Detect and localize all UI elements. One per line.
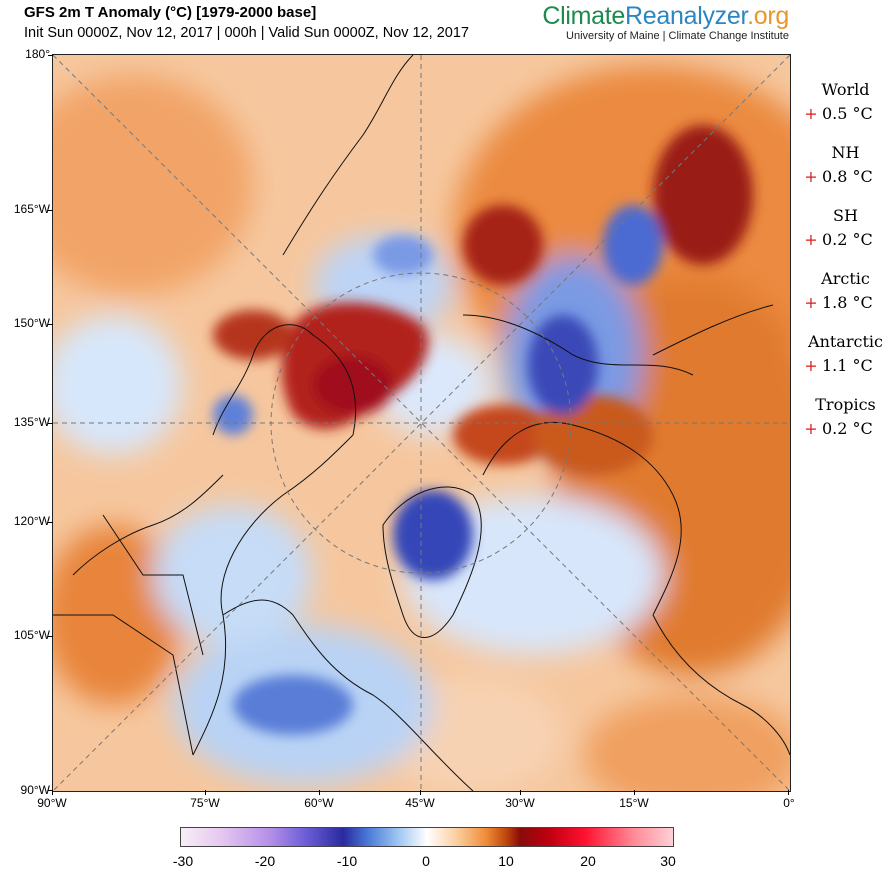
stat-value: 0.5 °C xyxy=(822,104,873,123)
map-title: GFS 2m T Anomaly (°C) [1979-2000 base] xyxy=(24,4,317,21)
brand-part-reanalyzer: Reanalyzer xyxy=(625,2,748,30)
stat-sh: SH +0.2 °C xyxy=(800,206,885,269)
stat-sign: + xyxy=(804,419,818,438)
stat-value: 1.8 °C xyxy=(822,293,873,312)
lat-label-180: 180° xyxy=(25,47,50,61)
lon-label-45w: 45°W xyxy=(405,796,435,810)
brand-logo: ClimateReanalyzer.org xyxy=(542,2,789,31)
stat-row: +1.1 °C xyxy=(800,356,885,375)
map-subtitle: Init Sun 0000Z, Nov 12, 2017 | 000h | Va… xyxy=(24,25,469,41)
lat-label-120w: 120°W xyxy=(13,514,50,528)
colorbar-tick-label: -30 xyxy=(172,853,194,869)
colorbar-tick-label: 20 xyxy=(580,853,596,869)
lat-label-135w: 135°W xyxy=(13,415,50,429)
lat-label-105w: 105°W xyxy=(13,628,50,642)
stat-value: 1.1 °C xyxy=(822,356,873,375)
stat-sign: + xyxy=(804,293,818,312)
lon-label-75w: 75°W xyxy=(190,796,220,810)
lon-label-15w: 15°W xyxy=(619,796,649,810)
region-stats: World +0.5 °C NH +0.8 °C SH +0.2 °C Arct… xyxy=(800,80,885,458)
lat-tick xyxy=(48,324,53,325)
stat-row: +0.8 °C xyxy=(800,167,885,186)
colorbar xyxy=(180,827,674,847)
stat-sign: + xyxy=(804,104,818,123)
stat-row: +1.8 °C xyxy=(800,293,885,312)
stat-row: +0.2 °C xyxy=(800,230,885,249)
brand-part-org: .org xyxy=(747,2,789,30)
stat-name: Arctic xyxy=(821,269,870,288)
lat-tick xyxy=(48,210,53,211)
stat-tropics: Tropics +0.2 °C xyxy=(800,395,885,458)
anomaly-map-graphic xyxy=(53,55,790,791)
lon-tick xyxy=(520,790,521,795)
stat-value: 0.2 °C xyxy=(822,419,873,438)
colorbar-tick-label: 10 xyxy=(498,853,514,869)
lon-label-60w: 60°W xyxy=(304,796,334,810)
lon-tick xyxy=(788,790,789,795)
lat-tick xyxy=(48,423,53,424)
lon-label-0: 0° xyxy=(783,796,795,810)
lon-tick xyxy=(205,790,206,795)
stat-world: World +0.5 °C xyxy=(800,80,885,143)
stat-sign: + xyxy=(804,230,818,249)
stat-row: +0.2 °C xyxy=(800,419,885,438)
lat-tick xyxy=(48,522,53,523)
lat-label-165w: 165°W xyxy=(13,202,50,216)
lon-label-90w: 90°W xyxy=(37,796,67,810)
lon-tick xyxy=(634,790,635,795)
stat-name: Tropics xyxy=(815,395,876,414)
lon-tick xyxy=(420,790,421,795)
lat-label-90w: 90°W xyxy=(20,783,50,797)
lat-tick xyxy=(48,55,53,56)
stat-antarctic: Antarctic +1.1 °C xyxy=(800,332,885,395)
lon-label-30w: 30°W xyxy=(505,796,535,810)
stat-value: 0.8 °C xyxy=(822,167,873,186)
lon-tick xyxy=(319,790,320,795)
lat-label-150w: 150°W xyxy=(13,316,50,330)
colorbar-tick-label: -20 xyxy=(254,853,276,869)
colorbar-tick-label: 0 xyxy=(422,853,430,869)
stat-name: World xyxy=(821,80,870,99)
stat-value: 0.2 °C xyxy=(822,230,873,249)
stat-sign: + xyxy=(804,356,818,375)
brand-part-climate: Climate xyxy=(542,2,626,30)
stat-nh: NH +0.8 °C xyxy=(800,143,885,206)
lon-tick xyxy=(52,790,53,795)
lat-tick xyxy=(48,790,53,791)
stat-arctic: Arctic +1.8 °C xyxy=(800,269,885,332)
lat-tick xyxy=(48,636,53,637)
colorbar-tick-label: -10 xyxy=(336,853,358,869)
anomaly-map xyxy=(52,54,791,792)
stat-row: +0.5 °C xyxy=(800,104,885,123)
stat-name: SH xyxy=(833,206,858,225)
stat-name: NH xyxy=(831,143,860,162)
stat-name: Antarctic xyxy=(808,332,883,351)
brand-subtitle: University of Maine | Climate Change Ins… xyxy=(566,30,789,42)
stat-sign: + xyxy=(804,167,818,186)
colorbar-tick-label: 30 xyxy=(660,853,676,869)
